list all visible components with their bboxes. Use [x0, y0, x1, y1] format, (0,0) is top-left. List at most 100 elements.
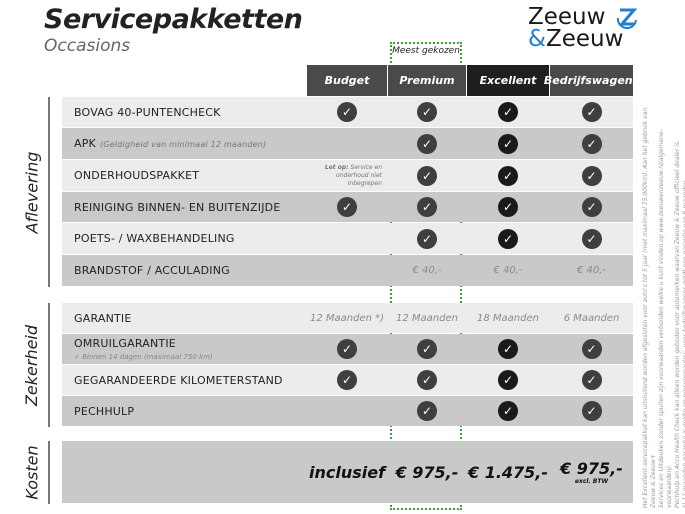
cell-budget: ✓ [307, 365, 387, 395]
check-icon: ✓ [417, 370, 437, 390]
logo-amp: & [528, 26, 546, 52]
cell-bedrijfswagens: ✓ [550, 160, 633, 191]
cell-premium: ✓ [388, 128, 466, 159]
check-icon: ✓ [417, 133, 437, 154]
row-label-text: REINIGING BINNEN- EN BUITENZIJDE [74, 200, 281, 214]
column-header-premium: Premium [388, 65, 466, 96]
note-emphasis: Let op: [324, 163, 349, 171]
cell-premium: ✓ [388, 192, 466, 222]
check-icon: ✓ [337, 197, 357, 217]
cell-premium: 12 Maanden [388, 303, 466, 333]
check-icon: ✓ [581, 165, 602, 186]
row-label: BOVAG 40-PUNTENCHECK [74, 106, 221, 119]
check-icon: ✓ [417, 401, 437, 421]
price-row: inclusief € 975,- € 1.475,- € 975,- excl. BT… [62, 441, 633, 503]
cell-excellent: ✓ [467, 128, 549, 159]
section-divider [48, 97, 50, 287]
row-label: REINIGING BINNEN- EN BUITENZIJDE [74, 201, 280, 214]
check-icon: ✓ [581, 370, 602, 390]
table-row: APK (Geldigheid van minimaal 12 maanden) ✓… [62, 128, 633, 159]
check-icon: ✓ [581, 401, 602, 421]
check-icon: ✓ [581, 339, 602, 359]
row-label: OMRUILGARANTIE [74, 337, 176, 350]
cell-text: 12 Maanden [396, 312, 458, 324]
row-label-text: BRANDSTOF / ACCULADING [74, 264, 230, 277]
cell-excellent: ✓ [467, 192, 549, 222]
logo-z-icon [616, 8, 638, 29]
check-icon: ✓ [417, 165, 437, 186]
zeeuw-logo: Zeeuw &Zeeuw [528, 6, 638, 56]
check-icon: ✓ [498, 102, 518, 122]
table-row: PECHHULP ✓ ✓ ✓ [62, 396, 633, 426]
cell-excellent: 18 Maanden [467, 303, 549, 333]
check-icon: ✓ [498, 228, 518, 249]
footnote-line: Services en Uitdeuken zonder spuiten zij… [658, 129, 673, 508]
row-label-text: BOVAG 40-PUNTENCHECK [74, 105, 221, 119]
price-note: excl. BTW [574, 478, 609, 485]
cell-bedrijfswagens: € 40,- [550, 255, 633, 286]
cell-excellent: € 40,- [467, 255, 549, 286]
row-label: PECHHULP [74, 405, 134, 418]
cell-premium: € 40,- [388, 255, 466, 286]
check-icon: ✓ [337, 339, 357, 359]
cell-text: 18 Maanden [477, 312, 539, 324]
table-row: GEGARANDEERDE KILOMETERSTAND ✓ ✓ ✓ ✓ [62, 365, 633, 395]
check-icon: ✓ [581, 133, 602, 154]
table-row: POETS- / WAXBEHANDELING ✓ ✓ ✓ [62, 223, 633, 254]
row-label: GEGARANDEERDE KILOMETERSTAND [74, 374, 283, 387]
column-header-excellent: Excellent [467, 65, 549, 96]
cell-budget [307, 396, 387, 426]
footnote-line: Het Excellent-servicepakket kan uitsluit… [642, 107, 657, 508]
cell-budget: ✓ [307, 192, 387, 222]
footnote-line: Pechhulp en Accu Health Check kan alleen… [674, 140, 681, 508]
cell-budget: 12 Maanden *) [307, 303, 387, 333]
cell-budget [307, 255, 387, 286]
check-icon: ✓ [498, 197, 518, 217]
check-icon: ✓ [581, 228, 602, 249]
check-icon: ✓ [498, 165, 518, 186]
check-icon: ✓ [417, 197, 437, 217]
section-label-aflevering: Aflevering [20, 97, 44, 287]
cell-premium: ✓ [388, 334, 466, 364]
price-budget: inclusief [307, 441, 387, 503]
table-row: REINIGING BINNEN- EN BUITENZIJDE ✓ ✓ ✓ ✓ [62, 192, 633, 222]
table-row: ONDERHOUDSPAKKET Let op: Service en onder… [62, 160, 633, 191]
row-label-text: APK [74, 137, 96, 150]
row-label-text: POETS- / WAXBEHANDELING [74, 232, 235, 245]
cell-text: € 40,- [412, 265, 442, 276]
cell-budget: Let op: Service en onderhoud niet inbegr… [307, 160, 387, 191]
column-header-budget: Budget [307, 65, 387, 96]
table-row: BOVAG 40-PUNTENCHECK ✓ ✓ ✓ ✓ [62, 97, 633, 127]
row-label: APK (Geldigheid van minimaal 12 maanden) [74, 137, 266, 150]
cell-excellent: ✓ [467, 160, 549, 191]
section-label-text: Zekerheid [22, 324, 42, 406]
cell-bedrijfswagens: ✓ [550, 396, 633, 426]
cell-premium: ✓ [388, 396, 466, 426]
row-label: ONDERHOUDSPAKKET [74, 169, 199, 182]
price-value: € 1.475,- [467, 462, 549, 482]
section-label-text: Aflevering [22, 151, 42, 233]
cell-excellent: ✓ [467, 365, 549, 395]
page-title: Servicepakketten [44, 4, 303, 35]
footnote: Het Excellent-servicepakket kan uitsluit… [642, 88, 685, 508]
row-label: BRANDSTOF / ACCULADING [74, 264, 230, 277]
check-icon: ✓ [498, 401, 518, 421]
section-divider [48, 441, 50, 504]
check-icon: ✓ [498, 133, 518, 154]
cell-excellent: ✓ [467, 396, 549, 426]
section-label-text: Kosten [22, 445, 42, 500]
row-label-text: GEGARANDEERDE KILOMETERSTAND [74, 373, 283, 387]
page-subtitle: Occasions [44, 36, 131, 56]
cell-premium: ✓ [388, 365, 466, 395]
price-premium: € 975,- [388, 441, 466, 503]
row-label-text: ONDERHOUDSPAKKET [74, 169, 200, 182]
cell-premium: ✓ [388, 160, 466, 191]
check-icon: ✓ [498, 339, 518, 359]
row-label: GARANTIE [74, 312, 132, 325]
section-label-zekerheid: Zekerheid [20, 303, 44, 427]
cell-bedrijfswagens: ✓ [550, 192, 633, 222]
cell-budget [307, 223, 387, 254]
price-value: inclusief [308, 462, 386, 482]
section-divider [48, 303, 50, 427]
check-icon: ✓ [337, 370, 357, 390]
